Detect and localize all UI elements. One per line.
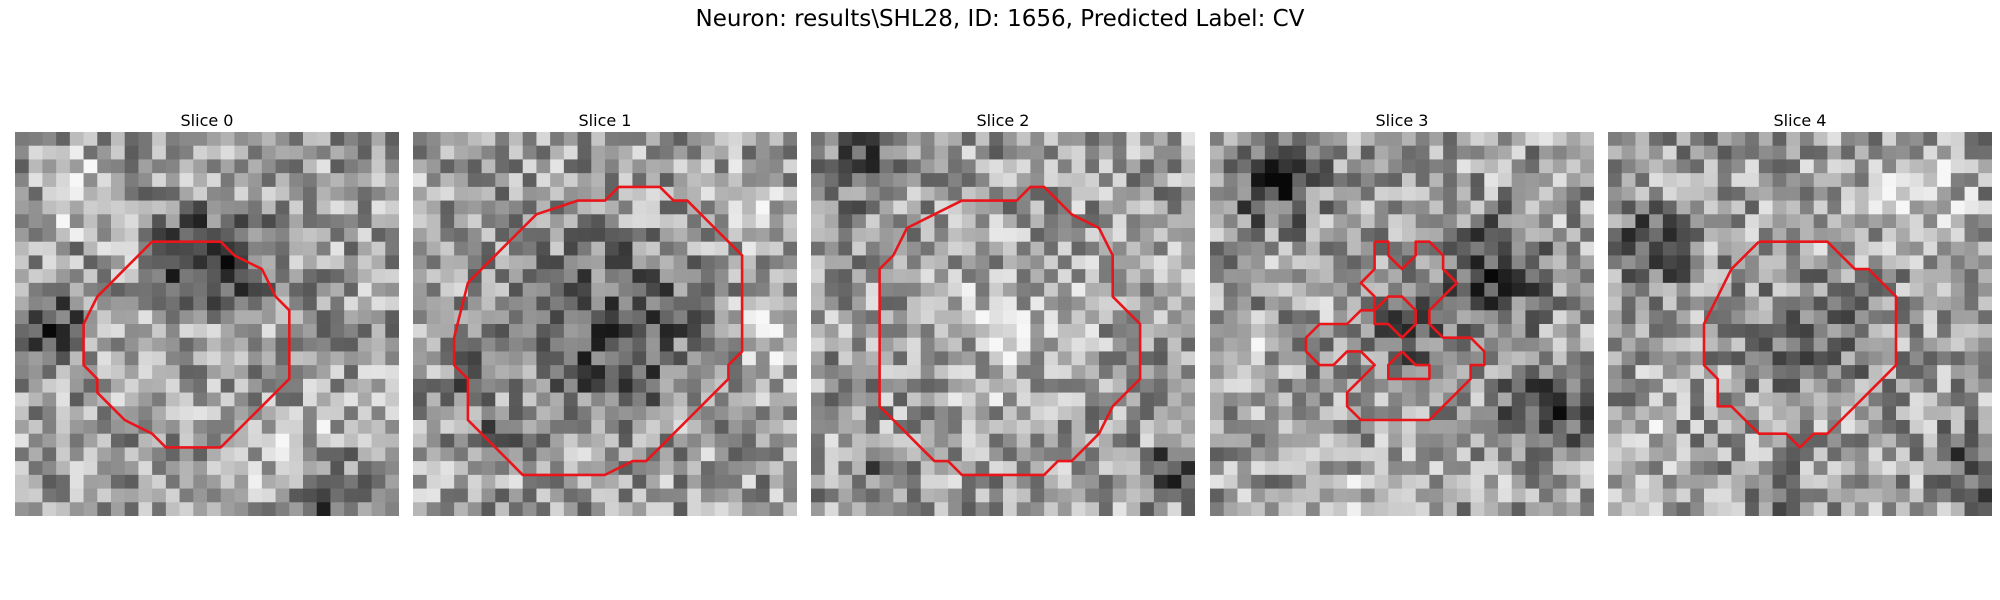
pixel-grid — [413, 132, 797, 516]
figure-title: Neuron: results\SHL28, ID: 1656, Predict… — [695, 6, 1305, 32]
pixel-grid — [15, 132, 399, 516]
slice-panel: Slice 2 — [811, 110, 1195, 516]
slice-image — [1608, 132, 1992, 516]
pixel-grid — [1210, 132, 1594, 516]
segmentation-contour — [1702, 240, 1898, 449]
slice-panel: Slice 3 — [1210, 110, 1594, 516]
segmentation-contour — [878, 185, 1142, 477]
segmentation-contour — [1304, 240, 1486, 422]
slice-image — [811, 132, 1195, 516]
slice-panel: Slice 1 — [413, 110, 797, 516]
slice-image — [15, 132, 399, 516]
slice-title: Slice 2 — [976, 111, 1030, 130]
slice-title: Slice 0 — [180, 111, 234, 130]
slice-title: Slice 1 — [578, 111, 632, 130]
pixel-grid — [1608, 132, 1992, 516]
segmentation-contour — [82, 240, 291, 449]
segmentation-contour-inner — [1387, 350, 1431, 381]
slice-image — [413, 132, 797, 516]
slice-title: Slice 4 — [1773, 111, 1827, 130]
slice-panel: Slice 4 — [1608, 110, 1992, 516]
segmentation-contour — [452, 185, 744, 477]
slice-panel: Slice 0 — [15, 110, 399, 516]
slice-image — [1210, 132, 1594, 516]
pixel-grid — [811, 132, 1195, 516]
slice-title: Slice 3 — [1375, 111, 1429, 130]
